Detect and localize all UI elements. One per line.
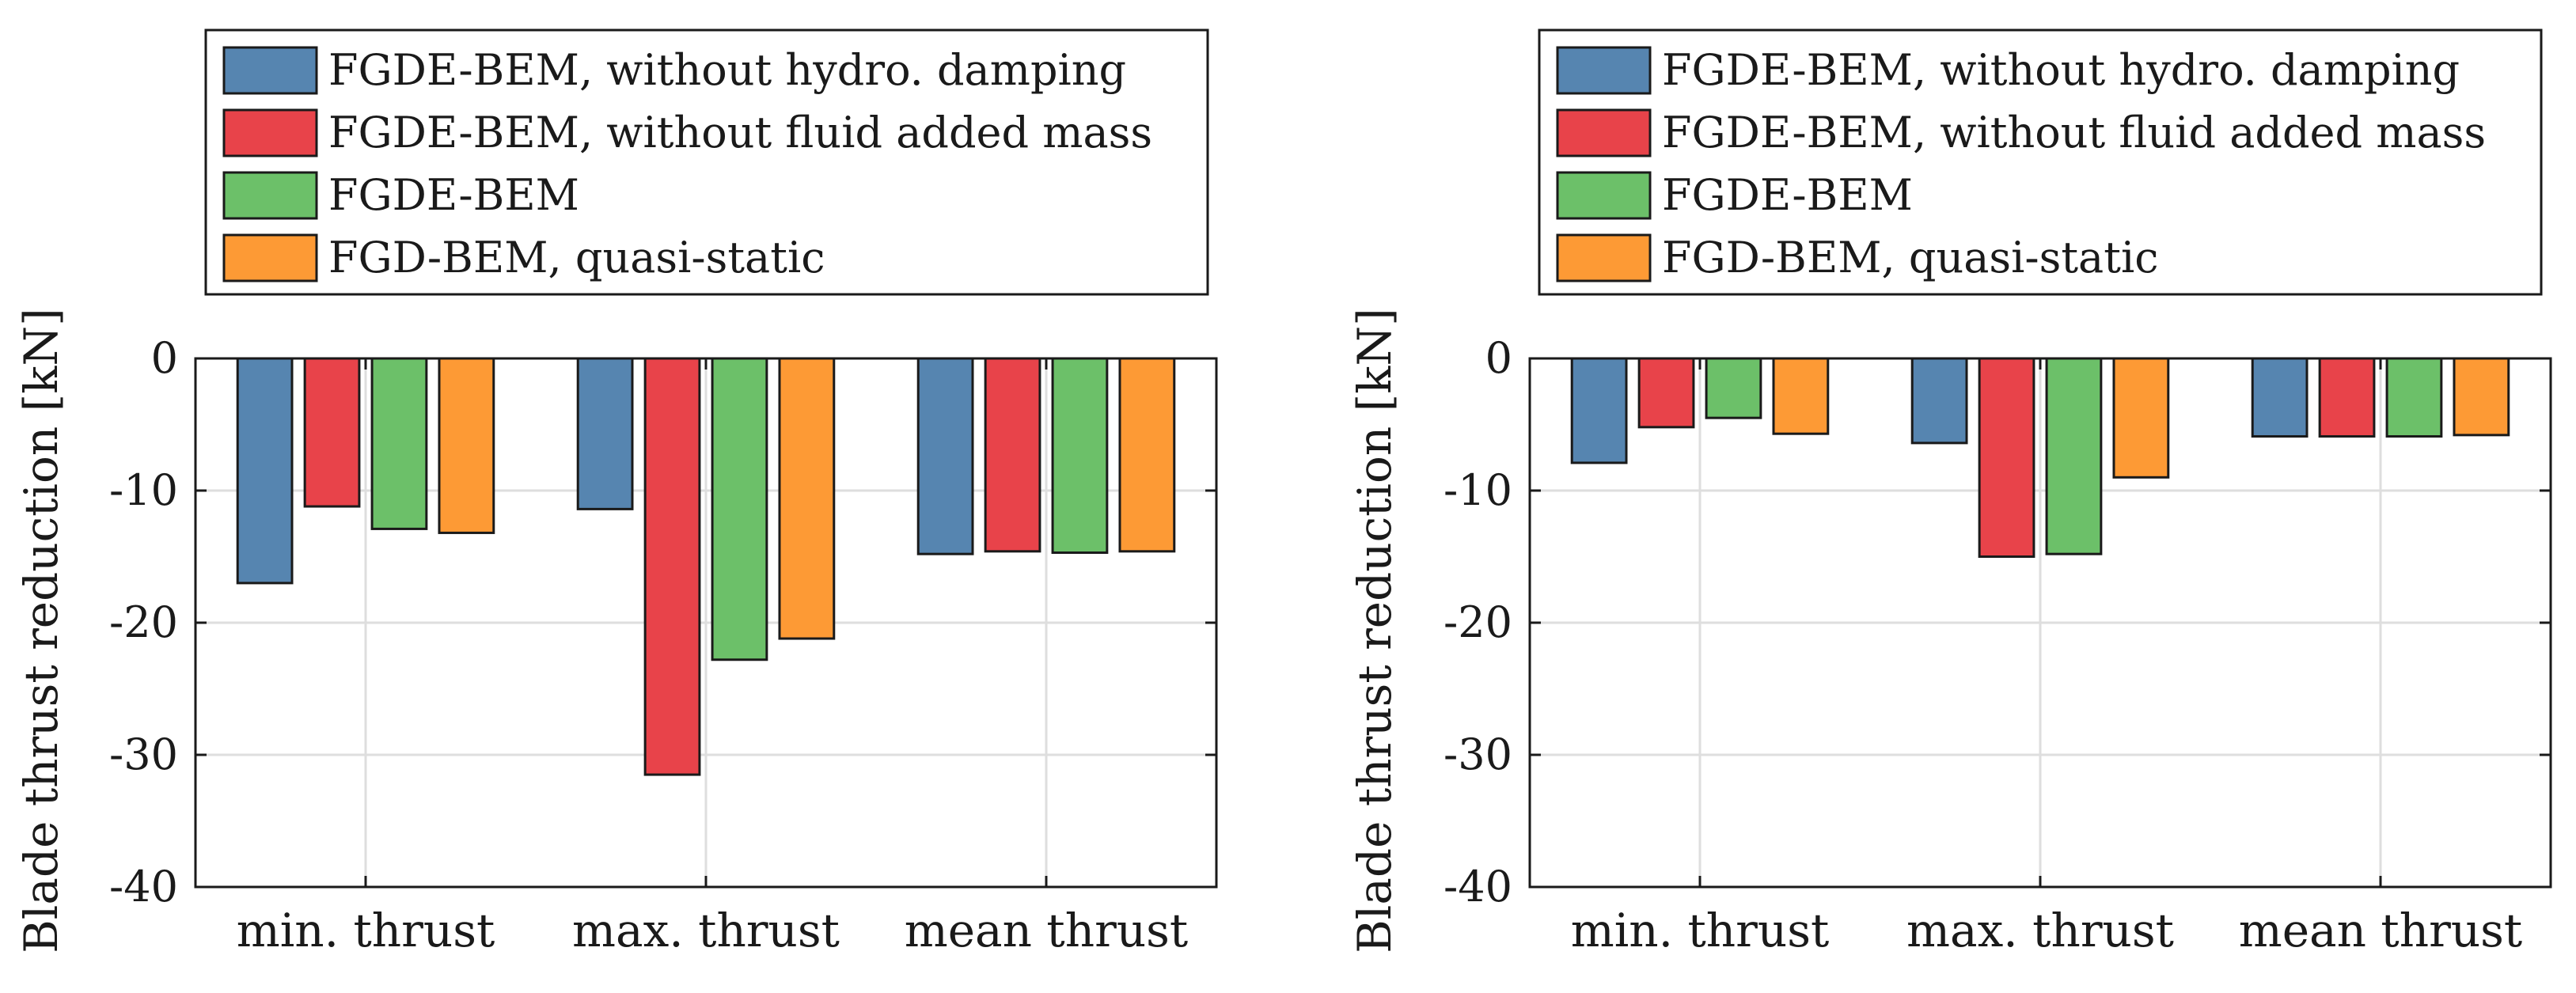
legend: FGDE-BEM, without hydro. damping FGDE-BEM… [1538, 28, 2543, 296]
y-tick-label: -30 [1444, 730, 1512, 779]
bar-series-3-max-thrust [711, 357, 768, 661]
legend-entry-label: FGDE-BEM, without hydro. damping [328, 45, 1126, 95]
y-tick-label: -20 [109, 597, 178, 647]
bar-series-3-mean-thrust [1051, 357, 1109, 554]
y-tick-label: 0 [1485, 333, 1512, 383]
legend-swatch [222, 46, 318, 95]
x-category-label: max. thrust [572, 904, 840, 957]
legend-swatch [222, 233, 318, 282]
x-category-label: min. thrust [1571, 904, 1830, 957]
x-category-label: mean thrust [2239, 904, 2523, 957]
y-tick-label: -10 [1444, 465, 1512, 515]
legend-swatch [222, 108, 318, 157]
y-tick-label: -40 [1444, 862, 1512, 912]
bar-series-2-min-thrust [303, 357, 361, 508]
bar-series-3-min-thrust [370, 357, 428, 530]
bar-series-2-min-thrust [1637, 357, 1695, 429]
y-tick-label: -30 [109, 730, 178, 779]
bar-series-1-mean-thrust [2251, 357, 2309, 438]
legend-box [204, 28, 1209, 296]
legend-entry-label: FGDE-BEM, without fluid added mass [328, 108, 1152, 157]
bar-series-1-mean-thrust [916, 357, 974, 555]
y-tick-label: 0 [151, 333, 178, 383]
bar-series-4-min-thrust [1772, 357, 1830, 435]
bar-series-4-max-thrust [778, 357, 836, 640]
legend-entry-label: FGDE-BEM, without hydro. damping [1662, 45, 2460, 95]
y-axis-label: Blade thrust reduction [kN] [14, 308, 68, 953]
y-tick-label: -40 [109, 862, 178, 912]
x-category-label: min. thrust [237, 904, 495, 957]
bar-series-2-mean-thrust [984, 357, 1041, 553]
legend: FGDE-BEM, without hydro. damping FGDE-BEM… [204, 28, 1209, 296]
bar-series-1-min-thrust [236, 357, 294, 585]
x-category-label: mean thrust [905, 904, 1189, 957]
x-category-label: max. thrust [1906, 904, 2174, 957]
legend-box [1538, 28, 2543, 296]
chart-panel-1: 0 -10 -20 -30 -40 min. thrust max. thrust mean … [14, 28, 1218, 957]
bar-series-1-max-thrust [576, 357, 634, 510]
legend-entry-label: FGD-BEM, quasi-static [328, 233, 825, 282]
bar-series-2-mean-thrust [2318, 357, 2376, 438]
bar-series-1-max-thrust [1910, 357, 1968, 445]
y-tick-label: -20 [1444, 597, 1512, 647]
bar-series-3-max-thrust [2045, 357, 2103, 555]
chart-panel-2: 0 -10 -20 -30 -40 min. thrust max. thrust mean … [1348, 28, 2552, 957]
legend-entry-label: FGDE-BEM [1662, 170, 1913, 220]
legend-swatch [222, 171, 318, 220]
bar-series-3-min-thrust [1705, 357, 1762, 419]
bar-series-1-min-thrust [1570, 357, 1628, 464]
bar-series-3-mean-thrust [2385, 357, 2443, 438]
y-axis-label: Blade thrust reduction [kN] [1348, 308, 1402, 953]
legend-swatch [1556, 233, 1652, 282]
bar-series-4-min-thrust [438, 357, 495, 534]
legend-swatch [1556, 171, 1652, 220]
legend-entry-label: FGDE-BEM, without fluid added mass [1662, 108, 2486, 157]
legend-entry-label: FGDE-BEM [328, 170, 579, 220]
legend-entry-label: FGD-BEM, quasi-static [1662, 233, 2158, 282]
y-tick-label: -10 [109, 465, 178, 515]
bar-series-4-max-thrust [2112, 357, 2170, 479]
legend-swatch [1556, 108, 1652, 157]
bar-series-2-max-thrust [1978, 357, 2035, 558]
bar-series-2-max-thrust [643, 357, 701, 776]
bar-series-4-mean-thrust [1118, 357, 1176, 553]
legend-swatch [1556, 46, 1652, 95]
bar-series-4-mean-thrust [2453, 357, 2510, 437]
